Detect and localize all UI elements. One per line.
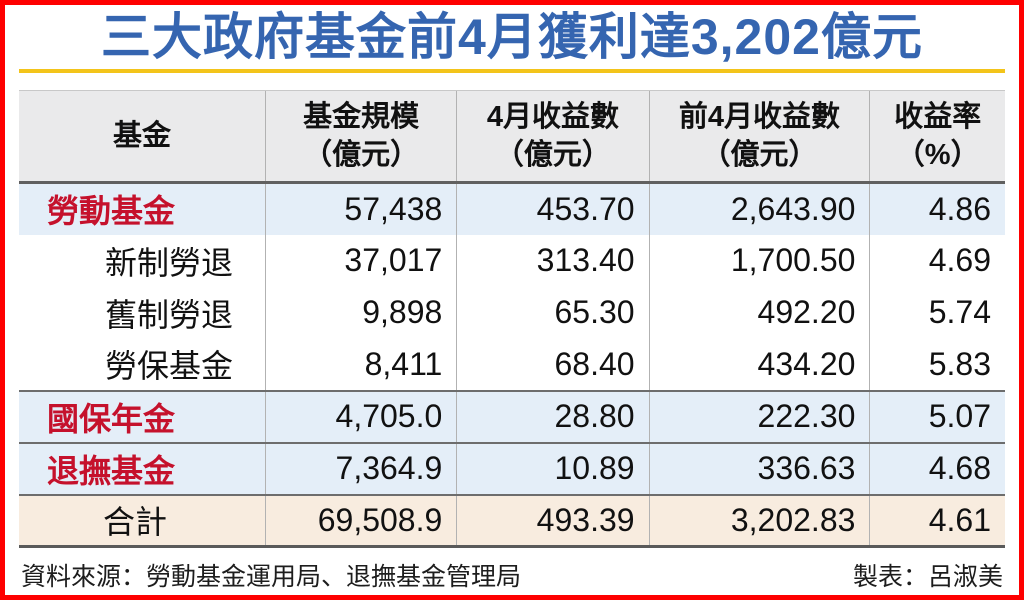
column-unit: （億元）: [701, 139, 818, 171]
fund-name: 退撫基金: [19, 441, 266, 495]
column-label: 收益率: [894, 101, 982, 133]
first4-return-value: 336.63: [648, 441, 870, 495]
column-label: 前4月收益數: [678, 101, 841, 133]
first4-return-value: 2,643.90: [648, 182, 870, 235]
column-unit: （%）: [895, 139, 980, 171]
return-rate-value: 5.74: [869, 286, 1005, 339]
april-return-value: 453.70: [456, 182, 650, 235]
fund-name: 勞動基金: [19, 182, 266, 235]
column-label: 4月收益數: [486, 101, 619, 133]
column-label: 基金規模: [303, 101, 420, 133]
total-label: 合計: [19, 493, 266, 548]
fund-size-value: 57,438: [264, 182, 457, 235]
column-header-april-return: 4月收益數 （億元）: [456, 90, 650, 184]
fund-size-value: 7,364.9: [264, 441, 457, 495]
table-credit-note: 製表：呂淑美: [852, 563, 1003, 591]
fund-performance-table: 基金 基金規模 （億元） 4月收益數 （億元） 前4月收益數 （億元） 收益率: [19, 90, 1005, 548]
table-row-old-labor-pension: 舊制勞退 9,898 65.30 492.20 5.74: [19, 286, 1005, 339]
column-header-fund: 基金: [19, 90, 266, 184]
title-underline: [19, 69, 1005, 73]
april-return-value: 10.89: [456, 441, 650, 495]
fund-name: 勞保基金: [105, 348, 234, 384]
table-row-labor-fund: 勞動基金 57,438 453.70 2,643.90 4.86: [19, 182, 1005, 235]
footer: 資料來源：勞動基金運用局、退撫基金管理局 製表：呂淑美: [19, 548, 1005, 593]
fund-size-value: 37,017: [264, 234, 457, 287]
column-header-return-rate: 收益率 （%）: [869, 90, 1005, 184]
april-return-value: 313.40: [456, 234, 650, 287]
fund-name: 國保年金: [19, 389, 266, 443]
april-return-value: 65.30: [456, 286, 650, 339]
april-return-value: 68.40: [456, 338, 650, 391]
table-row-total: 合計 69,508.9 493.39 3,202.83 4.61: [19, 493, 1005, 548]
column-unit: （億元）: [494, 139, 611, 171]
first4-return-value: 222.30: [648, 389, 870, 443]
table-header-row: 基金 基金規模 （億元） 4月收益數 （億元） 前4月收益數 （億元） 收益率: [19, 90, 1005, 184]
return-rate-value: 4.86: [869, 182, 1005, 235]
april-return-value: 493.39: [456, 493, 650, 548]
return-rate-value: 4.61: [869, 493, 1005, 548]
first4-return-value: 3,202.83: [648, 493, 870, 548]
column-header-fund-size: 基金規模 （億元）: [264, 90, 457, 184]
column-header-first4-return: 前4月收益數 （億元）: [648, 90, 870, 184]
first4-return-value: 492.20: [648, 286, 870, 339]
table-row-labor-insurance-fund: 勞保基金 8,411 68.40 434.20 5.83: [19, 338, 1005, 391]
return-rate-value: 5.07: [869, 389, 1005, 443]
page-title: 三大政府基金前4月獲利達3,202億元: [101, 9, 923, 65]
fund-name: 新制勞退: [105, 244, 234, 281]
table-row-new-labor-pension: 新制勞退 37,017 313.40 1,700.50 4.69: [19, 234, 1005, 287]
column-unit: （億元）: [303, 139, 420, 171]
return-rate-value: 5.83: [869, 338, 1005, 391]
fund-size-value: 4,705.0: [264, 389, 457, 443]
fund-name: 舊制勞退: [105, 296, 234, 333]
return-rate-value: 4.68: [869, 441, 1005, 495]
fund-size-value: 8,411: [264, 338, 457, 391]
fund-size-value: 9,898: [264, 286, 457, 339]
column-label: 基金: [112, 120, 171, 152]
fund-size-value: 69,508.9: [264, 493, 457, 548]
table-row-national-pension: 國保年金 4,705.0 28.80 222.30 5.07: [19, 389, 1005, 443]
data-source-note: 資料來源：勞動基金運用局、退撫基金管理局: [21, 563, 522, 591]
first4-return-value: 1,700.50: [648, 234, 870, 287]
return-rate-value: 4.69: [869, 234, 1005, 287]
april-return-value: 28.80: [456, 389, 650, 443]
table-row-public-service-pension-fund: 退撫基金 7,364.9 10.89 336.63 4.68: [19, 441, 1005, 495]
first4-return-value: 434.20: [648, 338, 870, 391]
